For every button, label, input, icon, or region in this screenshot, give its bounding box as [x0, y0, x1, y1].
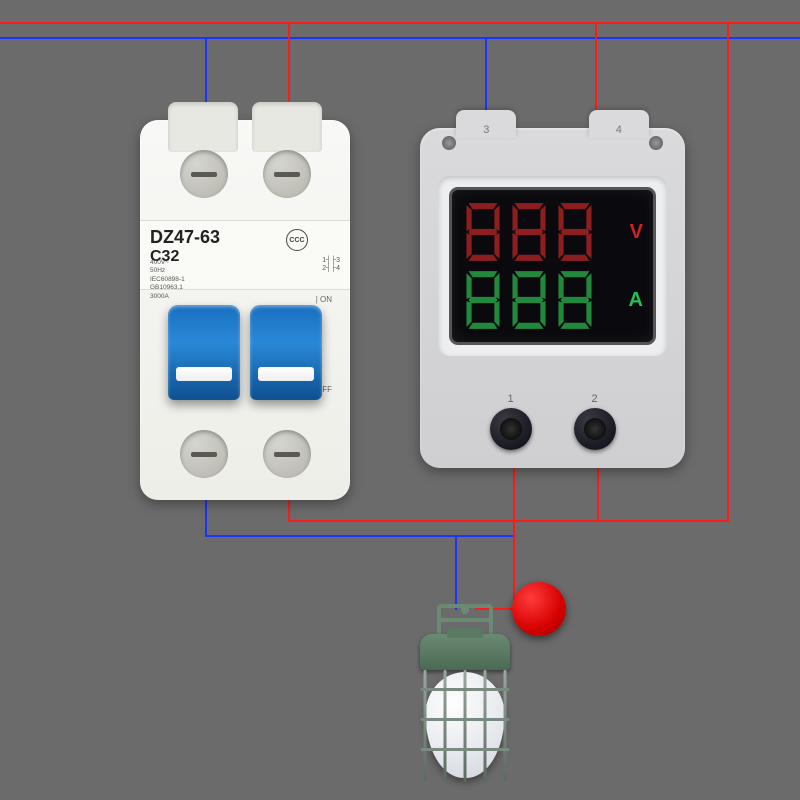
voltage-digits: [462, 201, 596, 263]
lamp-housing: [420, 634, 510, 670]
circuit-breaker: DZ47-63 C32 400V~ 50Hz IEC60898-1 GB1096…: [140, 120, 350, 500]
meter-terminal-4: 4: [589, 110, 649, 138]
lamp-cage: [418, 668, 513, 788]
meter-terminal-1: [490, 408, 532, 450]
current-unit: A: [629, 289, 643, 312]
breaker-toggle-1[interactable]: [168, 305, 240, 400]
bus-neutral-wire: [0, 37, 800, 39]
lamp-cage-wires: [418, 668, 513, 788]
meter-terminal-4-label: 4: [616, 124, 622, 136]
breaker-cert-icon: CCC: [286, 229, 308, 251]
breaker-terminal-top-2: [252, 102, 322, 152]
digital-meter: 3 4 V A 1 2: [420, 128, 685, 468]
meter-terminal-2: [574, 408, 616, 450]
wire-horiz-neutral-lower: [205, 535, 515, 537]
meter-bottom-terminals: 1 2: [420, 391, 685, 450]
voltage-unit: V: [630, 221, 643, 244]
meter-terminal-1-label: 1: [507, 393, 513, 405]
breaker-model: DZ47-63: [150, 227, 340, 248]
breaker-schematic: 1┤├32┤├4: [322, 257, 340, 274]
meter-terminal-3: 3: [456, 110, 516, 138]
breaker-label-area: DZ47-63 C32 400V~ 50Hz IEC60898-1 GB1096…: [140, 220, 350, 290]
meter-face: V A: [438, 176, 667, 356]
bus-line-wire: [0, 22, 800, 24]
meter-terminal-2-label: 2: [591, 393, 597, 405]
current-row: A: [462, 269, 643, 331]
breaker-screw-top-1: [180, 150, 228, 198]
breaker-screw-bottom-1: [180, 430, 228, 478]
wire-load-neutral: [455, 535, 457, 610]
wire-right-riser: [727, 22, 729, 522]
breaker-terminal-top-1: [168, 102, 238, 152]
breaker-toggle-2[interactable]: [250, 305, 322, 400]
breaker-screw-top-2: [263, 150, 311, 198]
wire-horiz-line-lower: [288, 520, 728, 522]
breaker-screw-bottom-2: [263, 430, 311, 478]
breaker-switch-area: [140, 290, 350, 420]
meter-terminal-3-label: 3: [483, 124, 489, 136]
current-digits: [462, 269, 596, 331]
meter-display: V A: [452, 190, 653, 342]
voltage-row: V: [462, 201, 643, 263]
lamp-fixture: [405, 604, 525, 794]
meter-screw-right: [649, 136, 663, 150]
meter-screw-left: [442, 136, 456, 150]
